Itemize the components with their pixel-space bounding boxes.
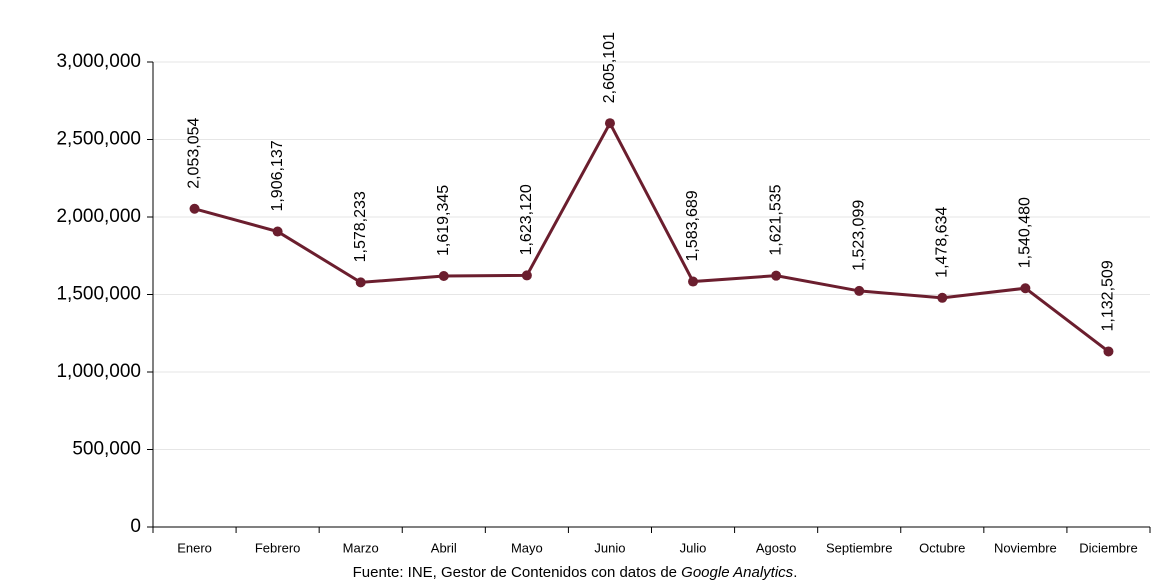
data-label: 1,132,509 xyxy=(1100,260,1117,331)
x-tick-label: Julio xyxy=(680,540,707,555)
x-tick-label: Mayo xyxy=(511,540,543,555)
x-tick-label: Marzo xyxy=(343,540,379,555)
source-note: Fuente: INE, Gestor de Contenidos con da… xyxy=(353,564,798,581)
point xyxy=(854,285,865,296)
x-tick-label: Noviembre xyxy=(994,540,1057,555)
data-label: 2,605,101 xyxy=(601,32,618,103)
x-tick-label: Diciembre xyxy=(1079,540,1138,555)
x-tick-label: Octubre xyxy=(919,540,965,555)
data-label: 1,906,137 xyxy=(269,140,286,211)
y-tick-label: 1,500,000 xyxy=(56,284,141,305)
x-tick-label: Enero xyxy=(177,540,212,555)
point xyxy=(1020,283,1031,294)
data-label: 1,478,634 xyxy=(934,207,951,278)
y-tick-label: 0 xyxy=(130,516,141,537)
point xyxy=(189,203,200,214)
data-label: 1,621,535 xyxy=(767,184,784,255)
x-tick-label: Agosto xyxy=(756,540,796,555)
series-line xyxy=(194,120,1110,353)
data-label: 1,583,689 xyxy=(684,190,701,261)
data-label: 1,623,120 xyxy=(518,184,535,255)
point xyxy=(1103,346,1114,357)
y-tick-label: 2,000,000 xyxy=(56,206,141,227)
y-tick-label: 1,000,000 xyxy=(56,361,141,382)
data-label: 1,523,099 xyxy=(850,200,867,271)
x-tick-label: Junio xyxy=(594,540,625,555)
y-tick-label: 2,500,000 xyxy=(56,129,141,150)
point xyxy=(355,277,366,288)
data-label: 1,619,345 xyxy=(435,185,452,256)
point xyxy=(688,276,699,287)
point xyxy=(771,270,782,281)
point xyxy=(521,270,532,281)
y-tick-label: 500,000 xyxy=(72,439,141,460)
data-label: 2,053,054 xyxy=(186,117,203,188)
source-italic: Google Analytics xyxy=(681,564,794,581)
data-label: 1,578,233 xyxy=(352,191,369,262)
source-text: Fuente: INE, Gestor de Contenidos con da… xyxy=(353,564,682,581)
data-label: 1,540,480 xyxy=(1017,197,1034,268)
x-tick-label: Septiembre xyxy=(826,540,892,555)
point xyxy=(438,271,449,282)
y-tick-label: 3,000,000 xyxy=(56,51,141,72)
source-end: . xyxy=(793,564,797,581)
point xyxy=(604,118,615,129)
point xyxy=(937,292,948,303)
x-tick-label: Febrero xyxy=(255,540,301,555)
point xyxy=(272,226,283,237)
x-tick-label: Abril xyxy=(431,540,457,555)
